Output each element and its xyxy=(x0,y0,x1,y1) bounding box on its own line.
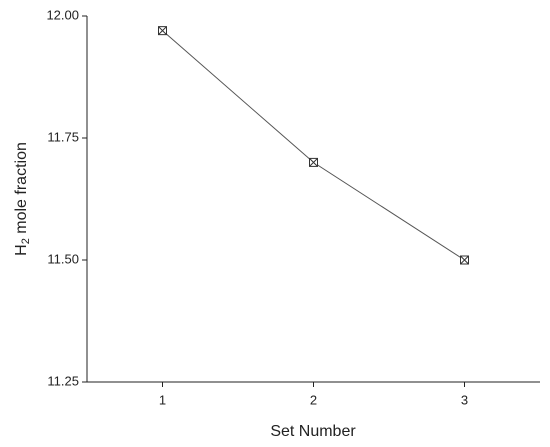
y-axis-title: H2 mole fraction xyxy=(13,142,32,256)
y-axis-title-rest: mole fraction xyxy=(13,142,30,238)
data-marker xyxy=(158,26,167,36)
x-axis-title: Set Number xyxy=(270,423,356,440)
x-tick-label: 3 xyxy=(461,392,468,407)
y-tick-label: 11.50 xyxy=(47,251,79,266)
data-line xyxy=(162,30,465,261)
data-marker xyxy=(460,255,469,265)
y-tick-label: 11.75 xyxy=(47,129,79,144)
y-tick-label: 12.00 xyxy=(46,7,79,22)
y-axis-title-sub: 2 xyxy=(20,238,32,244)
x-tick-label: 1 xyxy=(159,392,166,407)
x-tick-label: 2 xyxy=(310,392,317,407)
data-marker xyxy=(309,157,318,167)
y-tick-label: 11.25 xyxy=(47,373,79,388)
y-axis-title-main: H xyxy=(13,244,30,256)
